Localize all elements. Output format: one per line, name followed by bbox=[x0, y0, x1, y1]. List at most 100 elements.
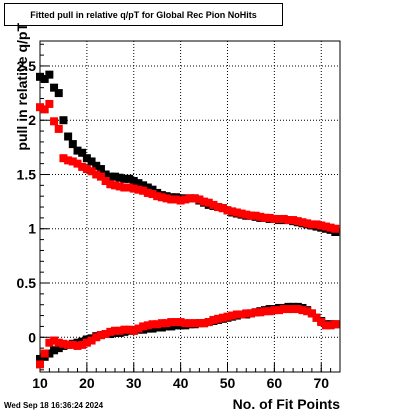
data-point bbox=[204, 318, 213, 327]
y-tick-label: 0.5 bbox=[17, 275, 37, 291]
data-point bbox=[101, 170, 110, 179]
data-point bbox=[265, 213, 274, 222]
data-point bbox=[303, 219, 312, 228]
data-point bbox=[303, 307, 312, 316]
data-point bbox=[200, 319, 209, 328]
data-point bbox=[251, 308, 260, 317]
data-point bbox=[251, 211, 260, 220]
data-point bbox=[317, 318, 326, 327]
data-point bbox=[232, 208, 241, 217]
data-point bbox=[50, 117, 59, 126]
data-point bbox=[293, 305, 302, 314]
data-point bbox=[36, 360, 44, 369]
series-red bbox=[36, 99, 340, 369]
data-point bbox=[92, 170, 101, 179]
data-point bbox=[176, 196, 185, 205]
data-point bbox=[195, 319, 204, 328]
data-point bbox=[36, 103, 44, 112]
data-point bbox=[106, 327, 115, 336]
data-point bbox=[209, 315, 218, 324]
data-point bbox=[40, 105, 49, 114]
data-marks bbox=[36, 70, 340, 369]
data-point bbox=[153, 320, 162, 329]
x-tick-label: 20 bbox=[79, 375, 95, 391]
chart-title: Fitted pull in relative q/pT for Global … bbox=[4, 3, 283, 26]
data-point bbox=[242, 309, 251, 318]
data-point bbox=[54, 124, 63, 133]
data-point bbox=[96, 172, 105, 181]
data-point bbox=[40, 74, 49, 83]
data-point bbox=[143, 321, 152, 330]
data-point bbox=[298, 218, 307, 227]
data-point bbox=[111, 326, 119, 335]
data-point bbox=[200, 197, 209, 206]
data-point bbox=[45, 349, 54, 358]
data-point bbox=[82, 154, 91, 163]
data-point bbox=[36, 354, 44, 363]
data-point bbox=[148, 324, 157, 333]
data-point bbox=[157, 193, 166, 202]
data-point bbox=[270, 306, 279, 315]
data-point bbox=[143, 183, 152, 192]
data-point bbox=[195, 195, 204, 204]
data-point bbox=[139, 322, 148, 331]
data-point bbox=[134, 179, 143, 188]
data-point bbox=[209, 200, 218, 209]
data-point bbox=[115, 326, 124, 335]
data-point bbox=[321, 321, 330, 330]
data-point bbox=[289, 305, 298, 314]
data-point bbox=[92, 333, 101, 342]
data-point bbox=[45, 338, 54, 347]
data-point bbox=[68, 340, 77, 349]
x-tick-label: 70 bbox=[313, 375, 329, 391]
data-point bbox=[78, 148, 87, 157]
data-point bbox=[87, 157, 96, 166]
data-point bbox=[256, 212, 265, 221]
y-tick-label: 0 bbox=[28, 329, 36, 345]
data-point bbox=[129, 326, 138, 335]
data-point bbox=[101, 176, 110, 185]
data-point bbox=[181, 319, 190, 328]
data-point bbox=[45, 70, 54, 79]
axes: 10 20 30 40 50 60 70 0 0.5 1 1.5 2 2.5 bbox=[17, 43, 341, 391]
data-point bbox=[167, 322, 176, 331]
data-point bbox=[120, 183, 129, 192]
data-point bbox=[214, 203, 223, 212]
data-point bbox=[171, 318, 180, 327]
data-point bbox=[232, 310, 241, 319]
timestamp: Wed Sep 18 16:36:24 2024 bbox=[4, 401, 104, 410]
y-tick-label: 2 bbox=[28, 112, 36, 128]
data-point bbox=[307, 220, 316, 229]
x-tick-label: 10 bbox=[32, 375, 48, 391]
data-point bbox=[275, 214, 284, 223]
data-point bbox=[312, 220, 321, 229]
data-point bbox=[223, 312, 232, 321]
data-point bbox=[73, 159, 82, 168]
y-tick-label: 2.5 bbox=[17, 58, 37, 74]
data-point bbox=[228, 311, 237, 320]
data-point bbox=[59, 339, 68, 348]
data-point bbox=[148, 190, 157, 199]
data-point bbox=[157, 319, 166, 328]
data-point bbox=[78, 162, 87, 171]
data-point bbox=[312, 313, 321, 322]
data-point bbox=[115, 182, 124, 191]
data-point bbox=[40, 349, 49, 358]
data-point bbox=[331, 320, 340, 329]
data-point bbox=[73, 146, 82, 155]
data-point bbox=[134, 185, 143, 194]
data-point bbox=[87, 167, 96, 176]
data-point bbox=[73, 341, 82, 350]
data-point bbox=[54, 344, 63, 353]
plot-frame bbox=[39, 40, 341, 373]
data-point bbox=[82, 338, 91, 347]
data-point bbox=[261, 213, 269, 222]
data-point bbox=[59, 116, 68, 125]
y-tick-label: 1.5 bbox=[17, 166, 37, 182]
data-point bbox=[50, 83, 59, 92]
data-point bbox=[162, 319, 171, 328]
data-point bbox=[96, 165, 105, 174]
x-tick-label: 30 bbox=[126, 375, 142, 391]
data-point bbox=[120, 325, 129, 334]
